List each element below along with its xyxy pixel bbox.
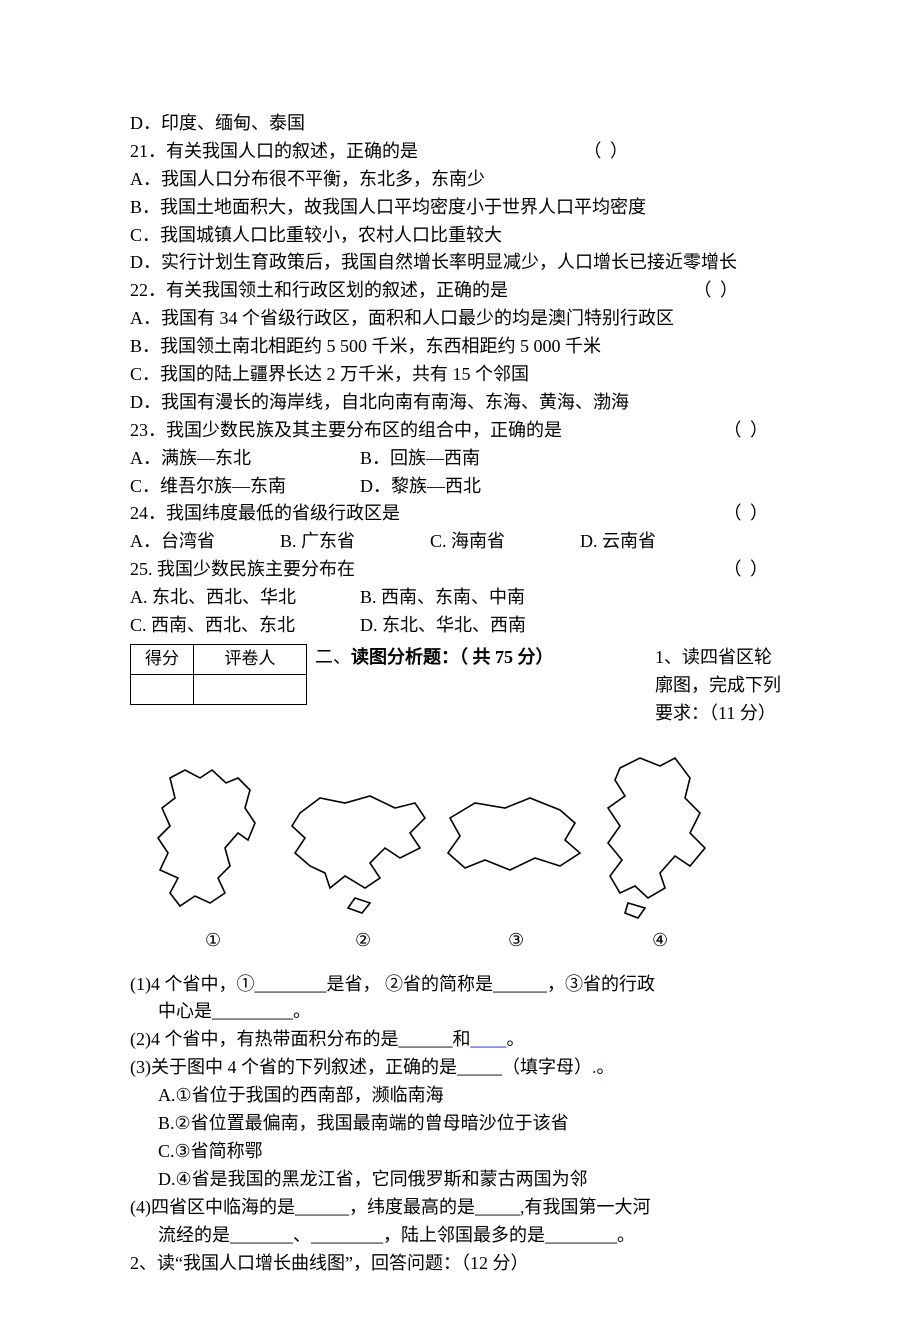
score-table: 得分 评卷人 [130, 644, 307, 705]
q22-stem-row: 22．有关我国领土和行政区划的叙述，正确的是 （ ） [130, 277, 790, 305]
q22-opt-c: C．我国的陆上疆界长达 2 万千米，共有 15 个邻国 [130, 361, 790, 389]
q23-stem: 23．我国少数民族及其主要分布区的组合中，正确的是 [130, 417, 562, 445]
q22-opt-b: B．我国领土南北相距约 5 500 千米，东西相距约 5 000 千米 [130, 333, 790, 361]
circled-3: ③ [508, 930, 524, 950]
s2q1-2a: (2)4 个省中，有热带面积分布的是______和 [130, 1029, 471, 1049]
province-shape-4 [608, 758, 705, 918]
q23-paren: （ ） [724, 417, 771, 445]
s2q1-3C: C.③省简称鄂 [130, 1138, 790, 1166]
q24-opt-a: A．台湾省 [130, 528, 280, 556]
q24-paren: （ ） [724, 500, 771, 528]
score-h2: 评卷人 [194, 644, 307, 674]
s2q1-3a: (3)关于图中 4 个省的下列叙述，正确的是_____（填字母） [130, 1057, 592, 1077]
s2q1-3: (3)关于图中 4 个省的下列叙述，正确的是_____（填字母）.。 [130, 1054, 790, 1082]
q25-opt-a: A. 东北、西北、华北 [130, 584, 360, 612]
q22-opt-a: A．我国有 34 个省级行政区，面积和人口最少的均是澳门特别行政区 [130, 305, 790, 333]
q23-opt-a: A．满族—东北 [130, 445, 360, 473]
q21-stem: 21．有关我国人口的叙述，正确的是 [130, 138, 418, 166]
q22-opt-d: D．我国有漫长的海岸线，自北向南有南海、东海、黄海、渤海 [130, 389, 790, 417]
s2q1-4b: 流经的是_______、________，陆上邻国最多的是________。 [130, 1222, 790, 1250]
exam-page: D．印度、缅甸、泰国 21．有关我国人口的叙述，正确的是 （ ） A．我国人口分… [0, 0, 920, 1327]
province-shape-2 [292, 796, 425, 913]
q21-opt-d: D．实行计划生育政策后，我国自然增长率明显减少，人口增长已接近零增长 [130, 249, 790, 277]
q25-opt-c: C. 西南、西北、东北 [130, 612, 360, 640]
q25-opt-row2: C. 西南、西北、东北 D. 东北、华北、西南 [130, 612, 790, 640]
province-svg: ① ② ③ ④ [130, 748, 720, 963]
province-shape-3 [448, 798, 580, 870]
q21-opt-b: B．我国土地面积大，故我国人口平均密度小于世界人口平均密度 [130, 194, 790, 222]
province-shape-1 [158, 770, 255, 906]
q23-opt-b: B．回族—西南 [360, 445, 480, 473]
q21-stem-row: 21．有关我国人口的叙述，正确的是 （ ） [130, 138, 790, 166]
s2q1-2b: 。 [507, 1029, 525, 1049]
score-cell1 [131, 674, 194, 704]
q24-stem: 24．我国纬度最低的省级行政区是 [130, 500, 400, 528]
q23-opt-row1: A．满族—东北 B．回族—西南 [130, 445, 790, 473]
score-h1: 得分 [131, 644, 194, 674]
s2q1-3D: D.④省是我国的黑龙江省，它同俄罗斯和蒙古两国为邻 [130, 1166, 790, 1194]
section2-q1-intro: 1、读四省区轮 廓图，完成下列 要求：（11 分） [655, 644, 790, 728]
q20-option-d: D．印度、缅甸、泰国 [130, 110, 790, 138]
s2q1-1a: (1)4 个省中，①________是省， ②省的简称是______，③省的行政 [130, 971, 790, 999]
s2q1-introl3: 要求：（11 分） [655, 700, 790, 728]
circled-2: ② [355, 930, 371, 950]
q25-opt-row1: A. 东北、西北、华北 B. 西南、东南、中南 [130, 584, 790, 612]
q21-opt-a: A．我国人口分布很不平衡，东北多，东南少 [130, 166, 790, 194]
section2-header-row: 得分 评卷人 二、读图分析题：（ 共 75 分） 1、读四省区轮 廓图，完成下列… [130, 644, 790, 728]
q24-opt-row: A．台湾省 B. 广东省 C. 海南省 D. 云南省 [130, 528, 790, 556]
s2q1-3A: A.①省位于我国的西南部，濒临南海 [130, 1082, 790, 1110]
q25-paren: （ ） [724, 556, 771, 584]
score-cell2 [194, 674, 307, 704]
q25-opt-d: D. 东北、华北、西南 [360, 612, 526, 640]
s2q1-introl2: 廓图，完成下列 [655, 672, 790, 700]
s2q1-2: (2)4 个省中，有热带面积分布的是______和____。 [130, 1026, 790, 1054]
s2q1-1b: 中心是_________。 [130, 998, 790, 1026]
q24-opt-d: D. 云南省 [580, 528, 656, 556]
q22-paren: （ ） [694, 277, 741, 305]
circled-1: ① [205, 930, 221, 950]
q24-opt-b: B. 广东省 [280, 528, 430, 556]
s2q2: 2、读“我国人口增长曲线图”，回答问题：（12 分） [130, 1250, 790, 1278]
q22-stem: 22．有关我国领土和行政区划的叙述，正确的是 [130, 277, 508, 305]
s2q1-2-underline: ____ [471, 1029, 507, 1049]
q25-opt-b: B. 西南、东南、中南 [360, 584, 525, 612]
q21-opt-c: C．我国城镇人口比重较小，农村人口比重较大 [130, 222, 790, 250]
s2q1-introl1: 1、读四省区轮 [655, 644, 790, 672]
q24-stem-row: 24．我国纬度最低的省级行政区是 （ ） [130, 500, 790, 528]
q21-paren: （ ） [584, 138, 631, 166]
q23-opt-row2: C．维吾尔族—东南 D．黎族—西北 [130, 473, 790, 501]
province-diagram: ① ② ③ ④ [130, 748, 790, 963]
s2q1-3B: B.②省位置最偏南，我国最南端的曾母暗沙位于该省 [130, 1110, 790, 1138]
q25-stem-row: 25. 我国少数民族主要分布在 （ ） [130, 556, 790, 584]
q24-opt-c: C. 海南省 [430, 528, 580, 556]
circled-4: ④ [652, 930, 668, 950]
q25-stem: 25. 我国少数民族主要分布在 [130, 556, 355, 584]
section2-title: 二、读图分析题：（ 共 75 分） [315, 647, 554, 667]
q23-stem-row: 23．我国少数民族及其主要分布区的组合中，正确的是 （ ） [130, 417, 790, 445]
section2-title-block: 二、读图分析题：（ 共 75 分） [315, 644, 554, 672]
s2q1-4a: (4)四省区中临海的是______，纬度最高的是_____,有我国第一大河 [130, 1194, 790, 1222]
q23-opt-c: C．维吾尔族—东南 [130, 473, 360, 501]
s2q1-3-end: 。 [597, 1057, 615, 1077]
q23-opt-d: D．黎族—西北 [360, 473, 481, 501]
